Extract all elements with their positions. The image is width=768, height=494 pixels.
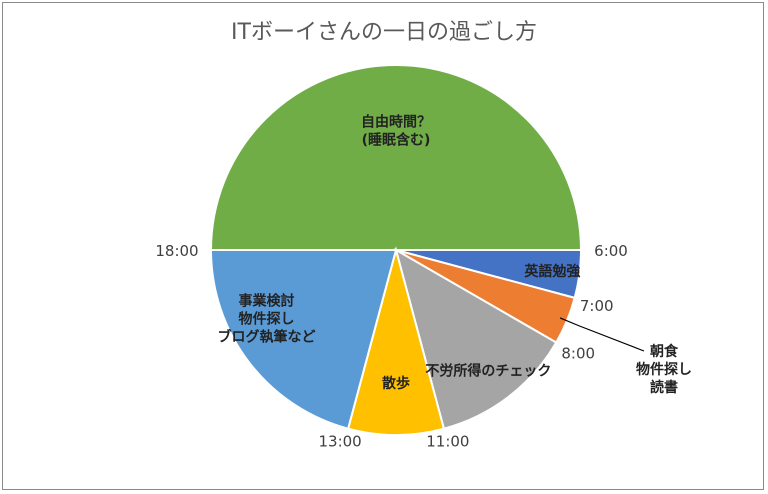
callout-leader-line (559, 317, 645, 352)
slice-label-0-line-1: (睡眠含む) (362, 131, 431, 148)
time-label-1: 7:00 (580, 297, 614, 315)
slice-label-5-line-1: 物件探し (238, 311, 294, 328)
time-label-2: 8:00 (561, 345, 595, 363)
time-label-5: 18:00 (155, 242, 198, 260)
slice-label-4-line-0: 散歩 (382, 375, 410, 392)
time-label-0: 6:00 (594, 242, 628, 260)
slice-label-2-line-2: 読書 (650, 379, 678, 396)
pie-slice-0 (209, 64, 583, 251)
slice-label-5-line-2: ブログ執筆など (217, 329, 315, 346)
slice-label-5-line-0: 事業検討 (238, 293, 294, 310)
pie-slice-4 (346, 246, 446, 436)
slice-label-1-line-0: 英語勉強 (523, 263, 580, 280)
chart-title: ITボーイさんの一日の過ごし方 (231, 20, 537, 45)
slice-label-2-line-1: 物件探し (636, 361, 692, 378)
time-label-4: 13:00 (319, 433, 362, 451)
slice-label-2-line-0: 朝食 (650, 343, 679, 360)
pie-slice-3 (394, 247, 558, 430)
time-label-3: 11:00 (426, 433, 469, 451)
slice-label-3-line-0: 不労所得のチェック (425, 362, 551, 379)
pie-slice-5 (209, 249, 398, 430)
slice-label-0-line-0: 自由時間？ (361, 113, 431, 130)
